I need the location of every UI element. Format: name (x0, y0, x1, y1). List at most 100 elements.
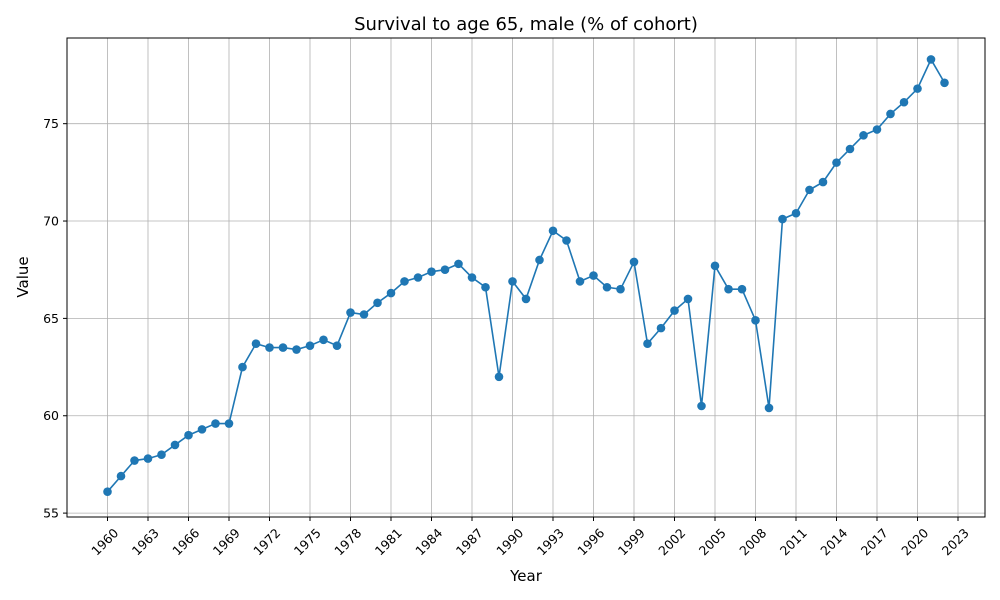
x-tick-label: 1960 (88, 525, 121, 558)
data-point-2017 (872, 125, 882, 134)
x-tick-label: 2008 (736, 525, 769, 558)
data-point-1960 (103, 487, 112, 496)
data-point-1991 (521, 294, 531, 304)
x-tick-label: 2017 (858, 525, 891, 558)
data-point-1993 (548, 226, 558, 236)
x-tick-label: 1987 (453, 525, 486, 558)
data-point-1967 (197, 425, 207, 434)
data-point-1962 (130, 456, 139, 465)
x-tick-label: 2011 (777, 525, 810, 558)
x-tick-label: 1984 (412, 525, 445, 558)
plot-frame (66, 37, 986, 518)
data-point-1987 (467, 273, 477, 282)
data-point-1985 (440, 265, 450, 275)
data-point-1999 (629, 257, 639, 267)
y-axis-label: Value (14, 256, 32, 297)
series-line-layer (106, 57, 946, 493)
data-point-1994 (562, 236, 571, 245)
data-point-1997 (602, 282, 612, 292)
y-tick-label: 55 (43, 506, 59, 521)
data-point-1979 (359, 310, 369, 319)
x-tick-label: 1996 (574, 525, 607, 558)
chart-title: Survival to age 65, male (% of cohort) (354, 14, 698, 35)
data-point-2002 (670, 306, 679, 315)
x-tick-label: 1999 (615, 525, 648, 558)
data-point-2018 (886, 109, 895, 119)
data-point-2003 (683, 294, 693, 304)
data-points (103, 55, 949, 496)
data-point-1995 (575, 277, 585, 286)
data-point-2015 (845, 144, 855, 154)
y-tick-label: 70 (43, 214, 59, 229)
x-tick-label: 1963 (129, 525, 162, 558)
x-tick-label: 1981 (372, 525, 405, 558)
data-point-2006 (724, 284, 733, 294)
data-point-2000 (643, 339, 652, 349)
data-point-2010 (778, 214, 787, 224)
data-point-1969 (224, 419, 234, 428)
x-axis-ticks: 1960 1963 1966 1969 1972 1975 1978 1981 1984 1987… (88, 517, 972, 558)
data-point-1977 (332, 341, 342, 350)
data-point-1968 (211, 419, 220, 428)
data-point-2004 (697, 401, 706, 411)
x-tick-label: 1993 (534, 525, 567, 558)
x-axis-label: Year (509, 567, 543, 585)
data-point-1981 (386, 288, 396, 298)
data-point-1975 (305, 341, 315, 350)
data-point-2012 (805, 185, 814, 195)
data-point-1983 (413, 273, 423, 282)
data-point-1982 (400, 277, 409, 286)
data-point-1986 (454, 259, 463, 269)
x-tick-label: 1966 (169, 525, 202, 558)
data-point-1984 (427, 267, 436, 276)
x-tick-label: 1969 (210, 525, 243, 558)
data-point-1965 (170, 440, 180, 450)
data-point-2013 (818, 177, 828, 187)
data-point-2019 (899, 97, 909, 107)
y-tick-label: 75 (43, 116, 59, 131)
data-point-1972 (265, 343, 274, 352)
x-tick-label: 2023 (939, 525, 972, 558)
data-point-2005 (710, 261, 720, 271)
series-line (106, 57, 946, 493)
data-point-1970 (238, 362, 247, 372)
data-point-2011 (791, 208, 801, 218)
y-tick-label: 60 (43, 408, 59, 423)
data-point-1996 (589, 271, 598, 280)
data-point-2020 (913, 84, 922, 93)
data-point-1978 (346, 308, 355, 317)
data-point-2014 (832, 158, 841, 167)
data-point-1980 (373, 298, 382, 308)
data-point-1973 (278, 343, 288, 352)
x-tick-label: 2014 (817, 525, 850, 558)
data-point-1989 (494, 372, 504, 382)
data-point-1976 (319, 335, 328, 345)
data-point-2021 (926, 55, 936, 64)
data-point-1964 (157, 450, 166, 459)
data-point-1961 (116, 471, 126, 481)
x-tick-label: 2005 (696, 525, 729, 558)
data-point-1992 (535, 255, 544, 265)
data-point-1966 (184, 430, 193, 440)
data-point-2016 (859, 131, 868, 140)
data-point-1974 (292, 345, 301, 354)
data-point-1998 (616, 284, 625, 294)
x-tick-label: 2002 (655, 525, 688, 558)
data-point-1990 (508, 277, 517, 286)
x-tick-label: 2020 (898, 525, 931, 558)
x-tick-label: 1972 (250, 525, 283, 558)
data-point-2009 (764, 403, 774, 413)
data-point-2001 (656, 323, 666, 333)
data-point-1971 (251, 339, 261, 349)
data-point-2022 (940, 78, 949, 88)
data-point-2007 (737, 284, 747, 294)
y-tick-label: 65 (43, 311, 59, 326)
data-point-1963 (143, 454, 153, 463)
data-point-2008 (751, 316, 760, 325)
x-tick-label: 1975 (291, 525, 324, 558)
x-tick-label: 1990 (493, 525, 526, 558)
grid (67, 38, 985, 517)
x-tick-label: 1978 (331, 525, 364, 558)
y-axis-ticks: 55 60 65 70 75 (43, 116, 67, 521)
